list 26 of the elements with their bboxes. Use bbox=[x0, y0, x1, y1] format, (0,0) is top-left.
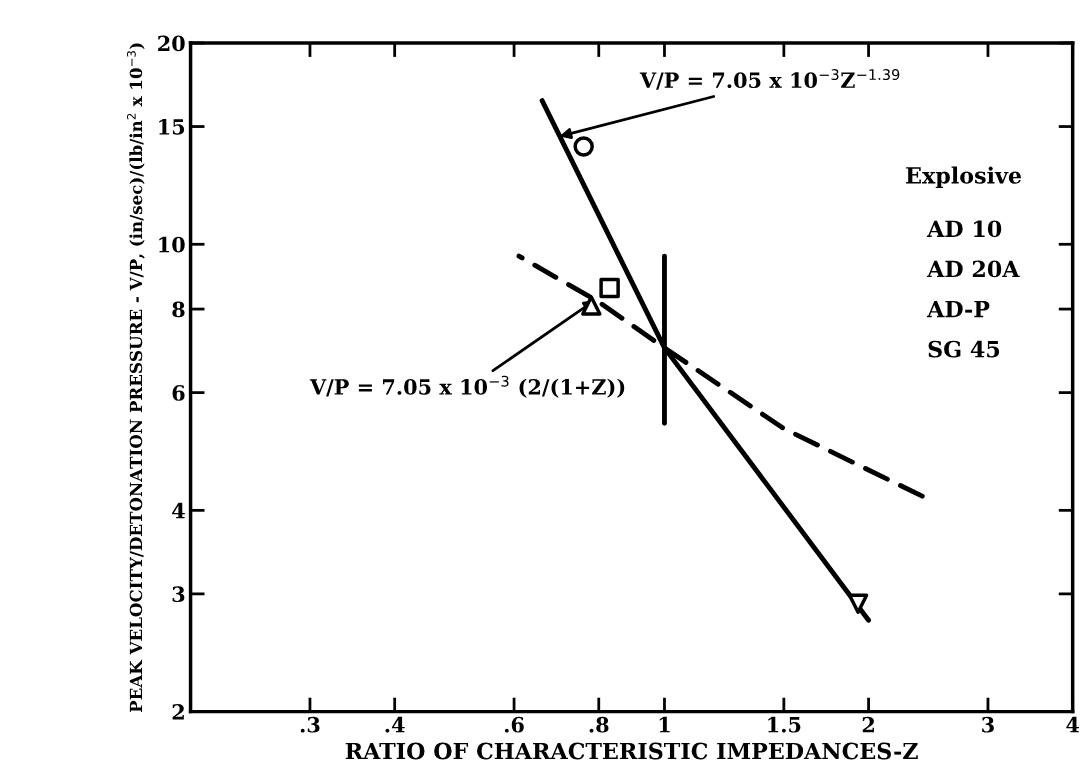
annotation: AD-P bbox=[926, 300, 990, 318]
x-tick-label: .3 bbox=[300, 716, 320, 733]
x-axis-title: RATIO OF CHARACTERISTIC IMPEDANCES-Z bbox=[345, 742, 918, 760]
y-tick-label: 4 bbox=[172, 502, 185, 519]
annotation: AD 10 bbox=[926, 220, 1002, 238]
x-tick-label: .4 bbox=[385, 716, 405, 733]
x-tick-label: 4 bbox=[1066, 716, 1080, 733]
x-tick-label: 3 bbox=[982, 716, 994, 733]
y-tick-label: 3 bbox=[172, 586, 185, 603]
y-tick-label: 15 bbox=[159, 119, 185, 135]
annotation: SG 45 bbox=[928, 340, 1000, 358]
annotation: V/P = 7.05 x 10$^{−3}$Z$^{−1.39}$ bbox=[639, 69, 900, 90]
y-tick-label: 20 bbox=[158, 35, 185, 52]
y-tick-label: 8 bbox=[172, 301, 185, 318]
y-axis-title: PEAK VELOCITY/DETONATION PRESSURE - V/P, (in/sec)/(lb/in$^{2}$ x 10$^{−3}$) bbox=[126, 43, 145, 713]
y-tick-label: 6 bbox=[172, 385, 185, 401]
y-tick-label: 10 bbox=[159, 236, 185, 253]
x-tick-label: .8 bbox=[589, 716, 609, 733]
annotation: V/P = 7.05 x 10$^{−3}$ (2/(1+Z)) bbox=[309, 375, 625, 398]
annotation: AD 20A bbox=[926, 260, 1020, 278]
x-tick-label: 1.5 bbox=[768, 716, 801, 733]
y-tick-label: 2 bbox=[172, 704, 184, 720]
x-tick-label: 1 bbox=[659, 716, 670, 733]
x-tick-label: 2 bbox=[862, 716, 874, 733]
x-tick-label: .6 bbox=[504, 716, 524, 733]
annotation: Explosive bbox=[906, 166, 1022, 189]
